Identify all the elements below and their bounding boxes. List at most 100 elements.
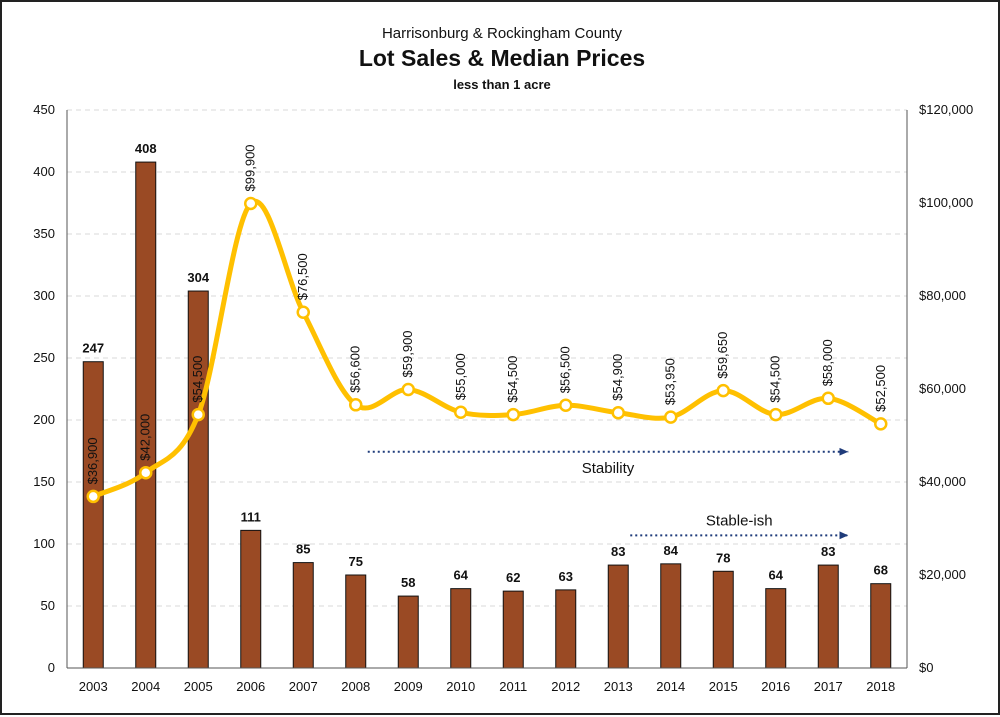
- bar: [660, 563, 682, 669]
- chart-subtitle: less than 1 acre: [453, 77, 551, 92]
- price-value-label: $99,900: [243, 144, 258, 191]
- bar: [765, 588, 787, 669]
- y-right-tick-label: $0: [919, 660, 933, 675]
- y-left-tick-label: 0: [48, 660, 55, 675]
- price-value-label: $56,500: [558, 346, 573, 393]
- price-point: [139, 465, 153, 480]
- price-value-label: $58,000: [820, 339, 835, 386]
- price-point: [296, 305, 310, 320]
- price-line: [92, 198, 882, 499]
- price-value-label: $54,900: [610, 354, 625, 401]
- bar: [397, 595, 419, 669]
- x-tick-label: 2007: [289, 679, 318, 694]
- price-value-label: $59,900: [400, 330, 415, 377]
- price-value-label: $52,500: [873, 365, 888, 412]
- price-point: [454, 405, 468, 419]
- x-tick-label: 2018: [866, 679, 895, 694]
- bar: [345, 574, 367, 669]
- y-left-tick-label: 400: [33, 164, 55, 179]
- annotations: Stability Stable-ish: [367, 447, 849, 540]
- chart-supertitle: Harrisonburg & Rockingham County: [382, 25, 623, 42]
- bar-value-label: 84: [664, 543, 679, 558]
- annotation-label: Stable-ish: [706, 512, 773, 529]
- x-tick-label: 2003: [79, 679, 108, 694]
- y-left-tick-label: 50: [41, 598, 55, 613]
- x-tick-label: 2004: [131, 679, 160, 694]
- price-value-label: $59,650: [715, 332, 730, 379]
- bar: [712, 570, 734, 669]
- y-left-tick-label: 250: [33, 350, 55, 365]
- bar: [817, 564, 839, 669]
- bar: [240, 529, 262, 669]
- y-left-tick-label: 450: [33, 102, 55, 117]
- bar: [292, 562, 314, 669]
- bar-value-label: 62: [506, 570, 520, 585]
- bar-value-label: 75: [349, 554, 363, 569]
- price-point: [86, 489, 100, 504]
- price-point: [244, 196, 258, 211]
- price-point: [401, 382, 415, 397]
- x-tick-label: 2015: [709, 679, 738, 694]
- bar: [450, 588, 472, 669]
- price-value-label: $53,950: [663, 358, 678, 405]
- x-tick-label: 2017: [814, 679, 843, 694]
- price-value-label: $42,000: [138, 414, 153, 461]
- price-point: [874, 417, 888, 431]
- y-left-tick-label: 150: [33, 474, 55, 489]
- bar-value-label: 83: [611, 544, 625, 559]
- y-right-tick-label: $40,000: [919, 474, 966, 489]
- price-point: [191, 407, 205, 422]
- y-right-tick-label: $120,000: [919, 102, 973, 117]
- bar-value-label: 83: [821, 544, 835, 559]
- bar-value-label: 64: [454, 568, 469, 583]
- y-left-tick-label: 300: [33, 288, 55, 303]
- bar-value-label: 111: [241, 509, 261, 524]
- x-tick-label: 2011: [499, 679, 527, 694]
- price-point: [664, 410, 678, 424]
- x-tick-label: 2005: [184, 679, 213, 694]
- x-tick-label: 2008: [341, 679, 370, 694]
- bar-value-label: 408: [135, 141, 157, 156]
- x-tick-label: 2014: [656, 679, 685, 694]
- bar-value-label: 85: [296, 542, 310, 557]
- price-point: [349, 398, 363, 412]
- y-right-tick-label: $100,000: [919, 195, 973, 210]
- bar: [82, 361, 104, 669]
- bar: [607, 564, 629, 669]
- price-point: [559, 398, 573, 413]
- annotation-label: Stability: [582, 460, 635, 477]
- y-right-tick-label: $60,000: [919, 381, 966, 396]
- bar-value-label: 78: [716, 550, 730, 565]
- price-value-label: $54,500: [505, 356, 520, 403]
- price-value-label: $54,500: [768, 356, 783, 403]
- x-tick-label: 2016: [761, 679, 790, 694]
- bar: [555, 589, 577, 669]
- y-right-tick-label: $80,000: [919, 288, 966, 303]
- bar-value-label: 68: [874, 563, 888, 578]
- axes: 0 50 100 150 200 250 300 350 400 450 $0 $20,000 $40,…: [33, 102, 973, 694]
- price-value-label: $36,900: [85, 437, 100, 484]
- bar-value-label: 63: [559, 569, 573, 584]
- price-value-label: $54,500: [190, 356, 205, 403]
- price-line-series: $36,900 $42,000 $54,500 $99,900 $76,500 $56,6…: [85, 144, 888, 504]
- bar: [870, 583, 892, 669]
- bar-value-label: 64: [769, 568, 784, 583]
- bar-value-label: 304: [187, 270, 209, 285]
- bar-series: 247 408 304 111 85 75 58 64 62 63 83 84 78 64 83 68: [82, 141, 892, 669]
- price-point: [821, 391, 835, 406]
- bar-value-label: 58: [401, 575, 415, 590]
- price-value-label: $76,500: [295, 253, 310, 300]
- y-left-tick-label: 350: [33, 226, 55, 241]
- price-point: [769, 407, 783, 422]
- chart-title: Lot Sales & Median Prices: [359, 45, 645, 71]
- x-tick-label: 2012: [551, 679, 580, 694]
- y-right-tick-label: $20,000: [919, 567, 966, 582]
- y-left-tick-label: 100: [33, 536, 55, 551]
- price-point: [611, 405, 625, 420]
- price-value-label: $55,000: [453, 353, 468, 400]
- x-tick-label: 2013: [604, 679, 633, 694]
- x-tick-label: 2006: [236, 679, 265, 694]
- x-tick-label: 2010: [446, 679, 475, 694]
